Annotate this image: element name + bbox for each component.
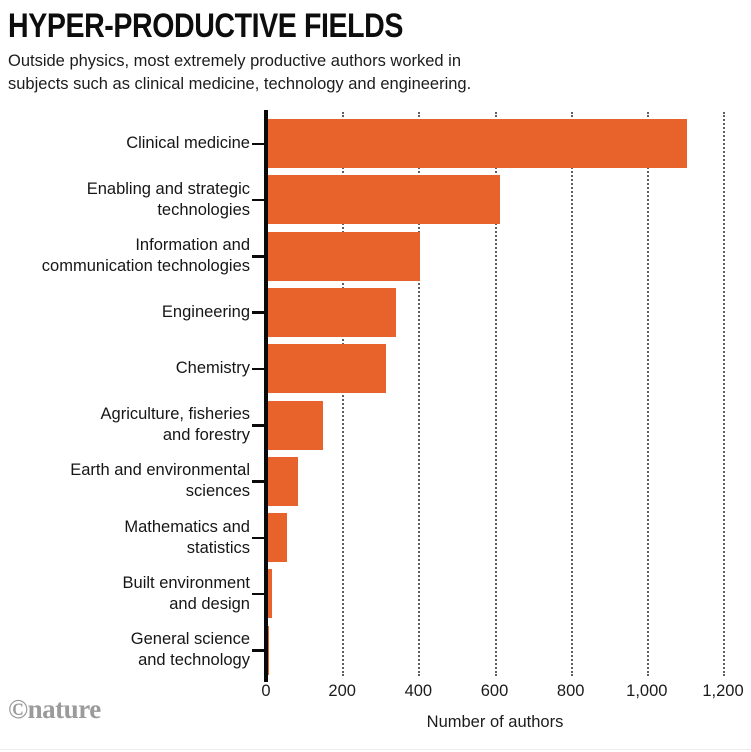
bar-10 bbox=[268, 625, 270, 675]
y-tick bbox=[252, 311, 264, 314]
bar-7 bbox=[268, 456, 299, 506]
bar-chart: Clinical medicine Enabling and strategic … bbox=[0, 110, 751, 752]
y-tick bbox=[252, 424, 264, 427]
gridline-400 bbox=[418, 112, 421, 676]
gridline-600 bbox=[494, 112, 497, 676]
x-tick-label-800: 800 bbox=[556, 682, 585, 700]
x-tick-label-1,000: 1,000 bbox=[626, 682, 668, 700]
y-tick bbox=[252, 592, 264, 596]
bar-1 bbox=[268, 119, 687, 168]
y-tick bbox=[252, 536, 264, 540]
x-axis-label: Number of authors bbox=[426, 713, 564, 731]
category-label: Agriculture, fisheries and forestry bbox=[100, 405, 250, 444]
chart-title: HYPER-PRODUCTIVE FIELDS bbox=[8, 7, 403, 45]
y-tick bbox=[252, 649, 264, 652]
nature-credit-logo: ©nature bbox=[8, 694, 101, 724]
y-axis-line bbox=[264, 110, 268, 682]
gridline-200 bbox=[342, 112, 345, 676]
plot-area: Clinical medicine Enabling and strategic … bbox=[0, 110, 751, 684]
gridline-1200 bbox=[723, 112, 725, 676]
category-label: Information and communication technologi… bbox=[41, 236, 250, 276]
x-tick-label-400: 400 bbox=[404, 682, 433, 700]
x-tick-label-600: 600 bbox=[480, 682, 509, 700]
gridline-800 bbox=[570, 112, 573, 676]
bar-5 bbox=[268, 344, 387, 394]
x-tick-label-200: 200 bbox=[328, 682, 356, 700]
category-label: General science and technology bbox=[130, 630, 250, 670]
gridline-1000 bbox=[646, 112, 649, 676]
y-tick bbox=[252, 367, 264, 371]
category-label: Enabling and strategic technologies bbox=[86, 179, 250, 219]
bar-9 bbox=[268, 569, 272, 619]
chart-subtitle: Outside physics, most extremely producti… bbox=[8, 52, 472, 93]
x-tick-label-0: 0 bbox=[261, 682, 271, 700]
bar-4 bbox=[268, 287, 396, 337]
bar-2 bbox=[268, 175, 501, 225]
y-tick bbox=[252, 142, 264, 145]
x-tick-label-1,200: 1,200 bbox=[702, 682, 744, 700]
bar-8 bbox=[268, 513, 288, 563]
y-tick bbox=[252, 255, 264, 258]
y-tick bbox=[252, 198, 264, 202]
category-label: Built environment and design bbox=[122, 573, 250, 613]
bar-6 bbox=[268, 400, 324, 450]
category-label: Clinical medicine bbox=[126, 134, 250, 152]
category-label: Mathematics and statistics bbox=[124, 517, 250, 557]
chart-header: HYPER-PRODUCTIVE FIELDS Outside physics,… bbox=[8, 4, 748, 96]
category-label: Earth and environmental sciences bbox=[70, 461, 250, 501]
y-tick bbox=[252, 480, 264, 483]
bar-3 bbox=[268, 231, 421, 281]
category-label: Engineering bbox=[161, 302, 250, 321]
category-label: Chemistry bbox=[175, 359, 250, 378]
